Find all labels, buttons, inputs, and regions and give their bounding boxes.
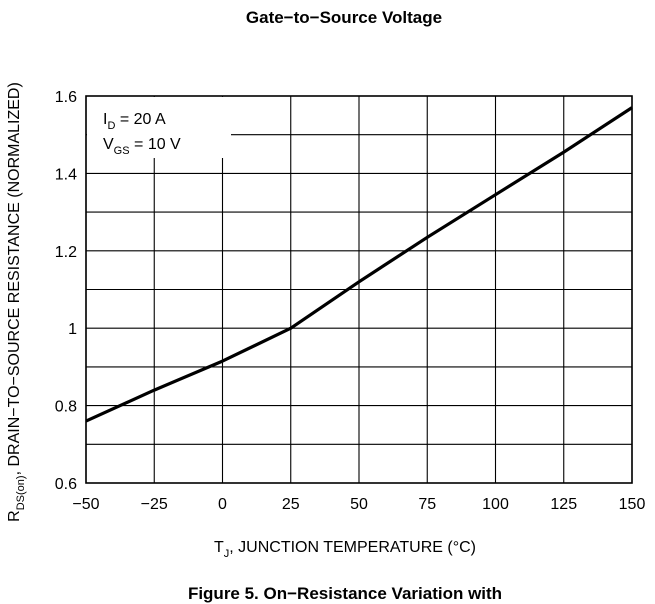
x-tick-label: 125 [550, 496, 577, 513]
y-tick-label: 0.6 [55, 476, 77, 493]
x-tick-label: 150 [619, 496, 646, 513]
x-tick-label: 0 [218, 496, 227, 513]
series-line [85, 106, 633, 423]
annotation-vgs: VGS = 10 V [103, 136, 181, 157]
annotation-background [87, 97, 231, 158]
x-tick-labels: −50 −25 0 25 50 75 100 125 150 [72, 496, 645, 513]
annotation-id: ID = 20 A [103, 111, 166, 132]
x-tick-label: 50 [350, 496, 368, 513]
y-axis-label: RDS(on), DRAIN−TO−SOURCE RESISTANCE (NOR… [6, 82, 27, 522]
plot-border [85, 95, 633, 484]
grid [85, 95, 633, 484]
top-caption: Gate−to−Source Voltage [246, 8, 442, 27]
y-tick-label: 1.4 [55, 166, 77, 183]
y-tick-label: 1 [68, 321, 77, 338]
x-tick-label: 75 [418, 496, 436, 513]
x-axis-label: TJ, JUNCTION TEMPERATURE (°C) [214, 539, 476, 560]
x-tick-label: 100 [482, 496, 509, 513]
y-tick-label: 0.8 [55, 399, 77, 416]
x-tick-label: −50 [72, 496, 99, 513]
figure-caption: Figure 5. On−Resistance Variation with [188, 584, 502, 603]
x-tick-label: −25 [141, 496, 168, 513]
y-tick-labels: 0.6 0.8 1 1.2 1.4 1.6 [55, 89, 77, 493]
annotation-box: ID = 20 A VGS = 10 V [87, 97, 231, 158]
x-tick-label: 25 [282, 496, 300, 513]
y-tick-label: 1.6 [55, 89, 77, 106]
y-tick-label: 1.2 [55, 244, 77, 261]
series-group [85, 106, 633, 423]
